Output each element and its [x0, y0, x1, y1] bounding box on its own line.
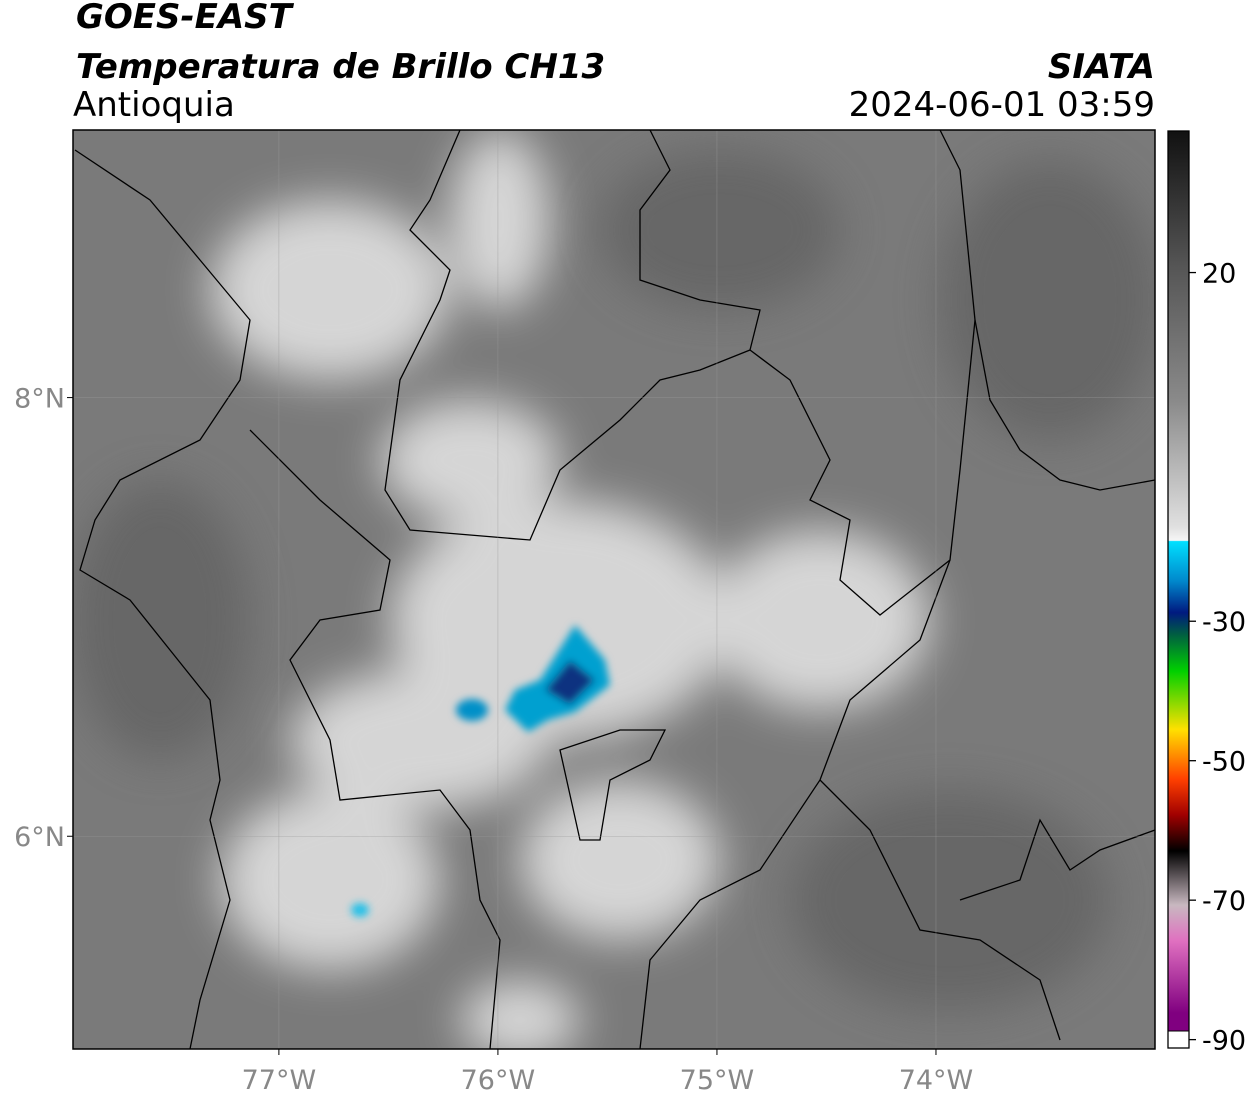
colorbar-tick-label: -30 [1202, 607, 1246, 638]
x-tick-label: 77°W [242, 1065, 317, 1096]
colorbar-tick-label: -70 [1202, 886, 1246, 917]
title: GOES-EAST [76, 0, 295, 37]
colorbar-tick-label: 20 [1202, 259, 1236, 290]
y-tick-label: 8°N [14, 384, 65, 415]
y-tick-label: 6°N [14, 822, 65, 853]
colorbar-tick-label: -90 [1202, 1026, 1246, 1057]
x-tick-label: 74°W [899, 1065, 974, 1096]
subtitle: Temperatura de Brillo CH13 [76, 47, 605, 87]
datetime: 2024-06-01 03:59 [849, 85, 1155, 125]
region: Antioquia [73, 85, 235, 125]
x-tick-label: 75°W [680, 1065, 755, 1096]
source: SIATA [1048, 47, 1155, 87]
colorbar-under [1167, 1030, 1190, 1049]
colorbar-frame [1167, 130, 1190, 1049]
colorbar [1168, 131, 1189, 1031]
satellite-image [73, 130, 1155, 1049]
x-tick-label: 76°W [461, 1065, 536, 1096]
colorbar-tick-label: -50 [1202, 747, 1246, 778]
map-frame [72, 129, 1156, 1050]
